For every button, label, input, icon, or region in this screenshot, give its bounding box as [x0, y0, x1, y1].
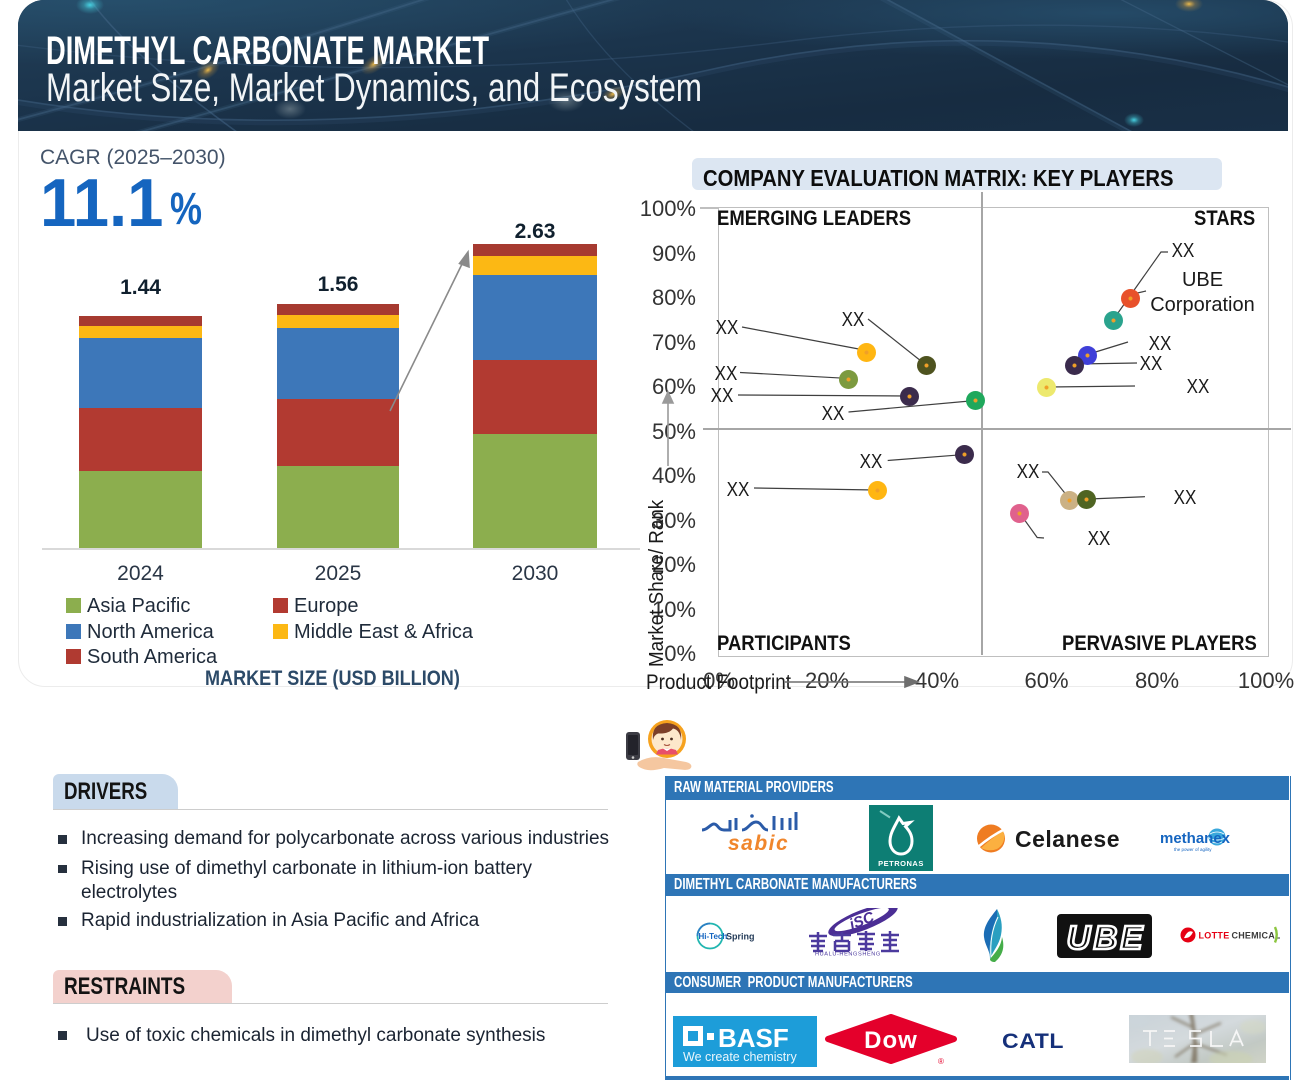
svg-text:Hi-Tech: Hi-Tech: [699, 932, 728, 941]
svg-text:Market Size, Market Dynamics,: Market Size, Market Dynamics, and Ecosys…: [46, 66, 702, 110]
svg-text:LOTTE: LOTTE: [1199, 931, 1230, 941]
svg-text:BASF: BASF: [718, 1023, 789, 1053]
svg-text:the power of agility: the power of agility: [1174, 847, 1212, 852]
svg-text:PETRONAS: PETRONAS: [878, 859, 924, 868]
svg-text:®: ®: [938, 1057, 944, 1066]
svg-text:Celanese: Celanese: [1015, 826, 1120, 852]
svg-text:HUALU-HENGSHENG: HUALU-HENGSHENG: [815, 952, 881, 957]
svg-text:methanex: methanex: [1160, 830, 1230, 847]
svg-text:We create chemistry: We create chemistry: [683, 1050, 797, 1064]
svg-text:Dow: Dow: [864, 1027, 918, 1054]
svg-text:DIMETHYL CARBONATE MARKET: DIMETHYL CARBONATE MARKET: [46, 29, 489, 73]
svg-text:sabic: sabic: [728, 832, 789, 854]
svg-text:Spring: Spring: [726, 932, 755, 942]
svg-text:UBE: UBE: [1067, 919, 1146, 956]
svg-text:CATL: CATL: [1002, 1030, 1064, 1053]
svg-text:CHEMICAL: CHEMICAL: [1232, 931, 1281, 941]
